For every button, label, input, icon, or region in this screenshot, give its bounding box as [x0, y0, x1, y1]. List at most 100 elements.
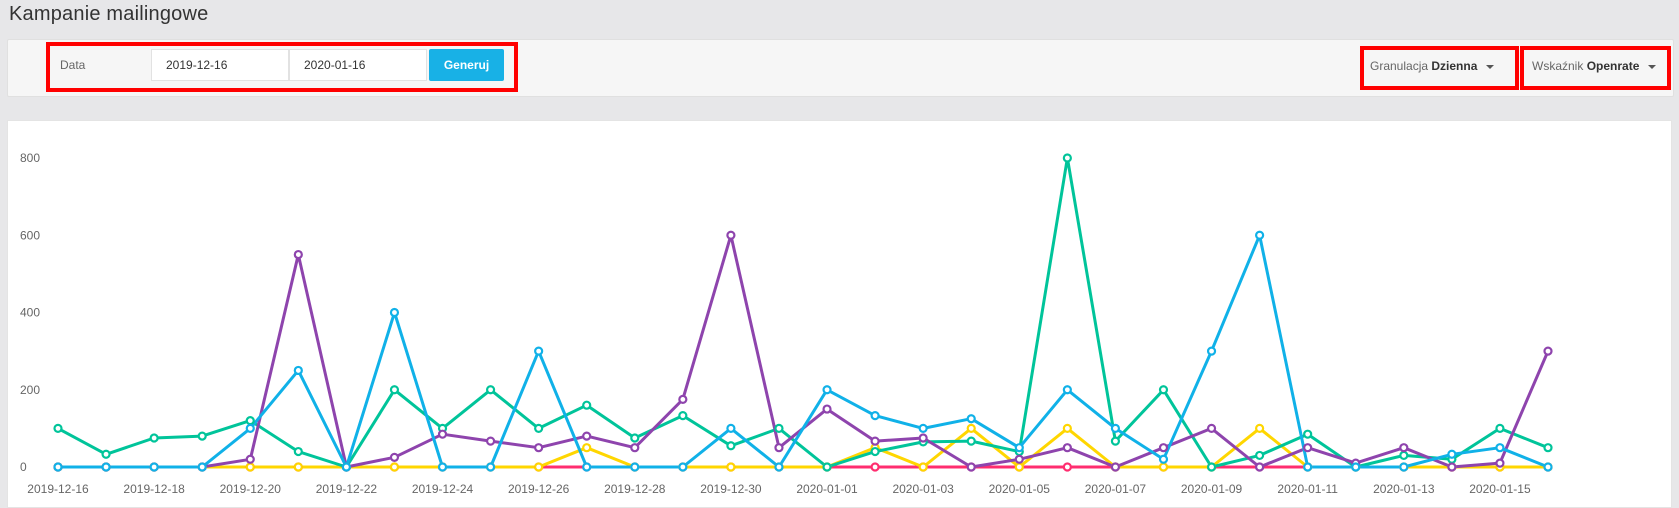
data-point — [1447, 449, 1457, 459]
x-tick-label: 2020-01-13 — [1373, 482, 1435, 496]
data-point — [582, 462, 592, 472]
data-point — [534, 443, 544, 453]
data-point — [485, 385, 496, 395]
data-point — [1495, 443, 1505, 453]
data-point — [582, 431, 592, 441]
y-tick-label: 0 — [20, 460, 27, 474]
data-point — [918, 433, 928, 443]
y-tick-label: 600 — [20, 228, 40, 242]
data-point — [966, 414, 976, 424]
indicator-highlight — [1520, 46, 1671, 90]
data-point — [1062, 423, 1072, 433]
data-point — [1399, 462, 1409, 472]
x-tick-label: 2020-01-05 — [989, 482, 1051, 496]
series-line — [57, 156, 1549, 469]
data-point — [774, 423, 784, 433]
data-point — [341, 462, 351, 472]
x-tick-label: 2020-01-03 — [892, 482, 954, 496]
data-point — [918, 462, 928, 472]
data-point — [1543, 462, 1553, 472]
data-point — [1158, 454, 1169, 464]
data-point — [534, 346, 544, 356]
x-tick-label: 2020-01-07 — [1085, 482, 1147, 496]
data-point — [870, 462, 880, 472]
x-tick-label: 2019-12-24 — [412, 482, 474, 496]
data-point — [870, 411, 880, 421]
data-point — [534, 462, 544, 472]
series-line — [58, 426, 1548, 469]
data-point — [245, 423, 255, 433]
data-point — [726, 462, 736, 472]
data-point — [822, 404, 832, 414]
data-point — [1255, 230, 1265, 240]
data-point — [726, 441, 736, 451]
data-point — [389, 452, 400, 462]
data-point — [245, 416, 255, 426]
data-point — [101, 449, 111, 459]
data-point — [1014, 454, 1024, 464]
y-tick-label: 400 — [20, 306, 40, 320]
data-point — [149, 462, 159, 472]
data-point — [630, 443, 640, 453]
data-point — [1206, 346, 1217, 356]
data-point — [678, 394, 688, 405]
data-point — [1062, 153, 1072, 163]
data-point — [1303, 443, 1313, 453]
data-point — [966, 423, 976, 433]
data-point — [389, 307, 400, 318]
data-point — [293, 365, 303, 376]
data-point — [678, 411, 688, 421]
data-point — [1543, 346, 1553, 356]
data-point — [534, 423, 544, 433]
data-point — [582, 443, 592, 453]
data-point — [293, 462, 303, 472]
data-point — [822, 385, 832, 395]
y-tick-label: 200 — [20, 383, 40, 397]
data-point — [53, 423, 63, 433]
data-point — [1303, 429, 1313, 439]
data-point — [1062, 462, 1072, 472]
date-to-input[interactable] — [289, 49, 427, 81]
data-point — [774, 462, 784, 472]
data-point — [966, 462, 976, 472]
date-from-input[interactable] — [151, 49, 289, 81]
page-title: Kampanie mailingowe — [9, 3, 209, 25]
indicator-value: Openrate — [1586, 59, 1640, 73]
data-point — [1110, 436, 1121, 446]
data-point — [1014, 462, 1024, 472]
filter-toolbar: Data Generuj Granulacja Dzienna Wskaźnik… — [7, 39, 1674, 97]
granulation-label: Granulacja — [1370, 59, 1429, 73]
indicator-dropdown[interactable]: Wskaźnik Openrate — [1532, 59, 1656, 73]
x-tick-label: 2019-12-16 — [27, 482, 89, 496]
x-tick-label: 2020-01-01 — [796, 482, 858, 496]
data-point — [485, 436, 496, 446]
data-point — [1399, 443, 1409, 453]
data-point — [918, 423, 928, 433]
data-point — [870, 446, 880, 457]
x-tick-label: 2019-12-22 — [316, 482, 378, 496]
data-point — [437, 429, 448, 439]
caret-down-icon — [1647, 64, 1656, 69]
data-point — [1158, 462, 1169, 472]
data-point — [1543, 443, 1553, 453]
data-point — [149, 433, 159, 443]
data-point — [1206, 462, 1217, 472]
data-point — [485, 462, 496, 472]
x-tick-label: 2020-01-09 — [1181, 482, 1243, 496]
chart-card: 0 200 400 600 800 2019-12-16 2019-12-18 2019-12… — [7, 120, 1672, 508]
series-line — [58, 233, 1550, 469]
data-point — [870, 436, 880, 446]
x-tick-label: 2019-12-20 — [220, 482, 282, 496]
data-point — [293, 249, 303, 260]
data-point — [1255, 423, 1265, 433]
data-point — [1062, 385, 1072, 395]
data-point — [678, 462, 688, 472]
generate-button[interactable]: Generuj — [429, 49, 504, 81]
granulation-highlight — [1360, 46, 1519, 90]
data-point — [1303, 462, 1313, 472]
data-point — [197, 462, 207, 472]
data-point — [197, 431, 207, 441]
granulation-dropdown[interactable]: Granulacja Dzienna — [1370, 59, 1494, 73]
data-point — [1399, 450, 1409, 461]
data-point — [1110, 423, 1121, 433]
